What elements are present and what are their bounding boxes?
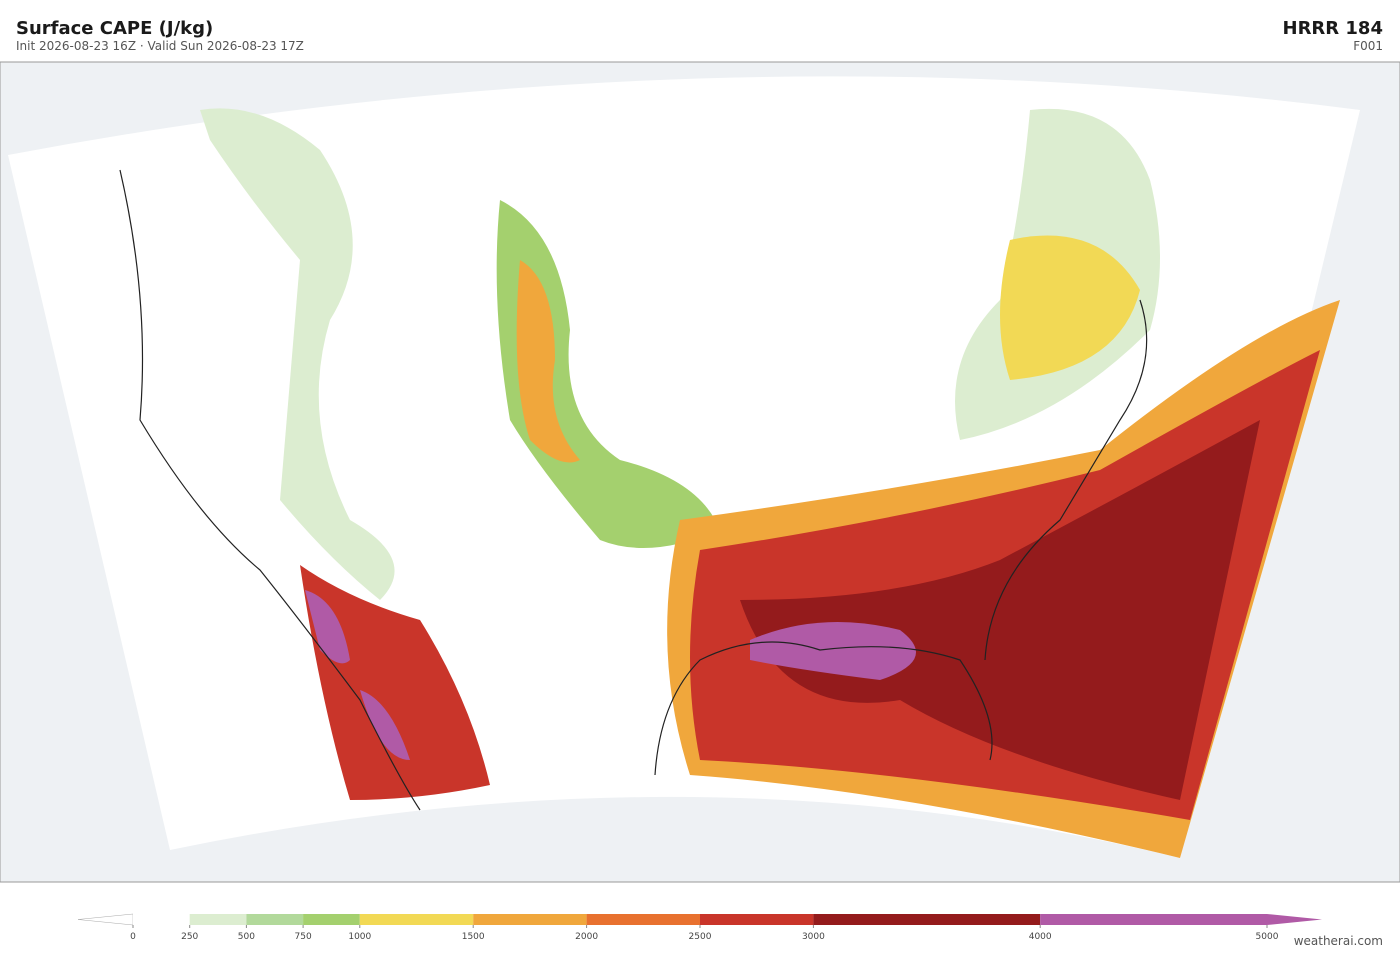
cape-area xyxy=(305,590,410,760)
colorbar: 0 250 500 750 1000 1500 2000 2500 3000 4000 5000 xyxy=(77,913,1322,942)
colorbar-extension xyxy=(1267,914,1322,925)
subtitle: Init 2026-08-23 16Z · Valid Sun 2026-08-… xyxy=(16,39,304,53)
colorbar-swatch xyxy=(189,914,247,925)
coastline xyxy=(119,169,1148,811)
colorbar-tick-label: 500 xyxy=(238,932,255,942)
colorbar-tick-label: 4000 xyxy=(1029,932,1052,942)
colorbar-swatch xyxy=(1040,914,1267,925)
colorbar-swatch xyxy=(133,914,190,925)
colorbar-tick-label: 3000 xyxy=(802,932,825,942)
cape-area xyxy=(496,200,720,548)
colorbar-tick-label: 750 xyxy=(295,932,312,942)
colorbar-swatch xyxy=(246,914,304,925)
cape-area xyxy=(740,420,1260,800)
colorbar-swatch xyxy=(473,914,587,925)
cape-area xyxy=(750,622,916,680)
colorbar-tick-label: 1000 xyxy=(348,932,371,942)
cape-area xyxy=(200,108,395,600)
colorbar-tick-label: 1500 xyxy=(462,932,485,942)
colorbar-extension xyxy=(77,913,134,926)
cape-area xyxy=(516,260,580,463)
title: Surface CAPE (J/kg) xyxy=(16,18,213,39)
colorbar-tick-label: 0 xyxy=(130,932,136,942)
colorbar-swatch xyxy=(586,914,700,925)
colorbar-swatch xyxy=(813,914,1041,925)
model-label: HRRR 184 xyxy=(1283,18,1384,39)
colorbar-swatch xyxy=(303,914,360,925)
colorbar-tick-label: 250 xyxy=(181,932,198,942)
frame-label: F001 xyxy=(1353,39,1383,53)
colorbar-swatch xyxy=(700,914,814,925)
cape-area xyxy=(300,565,490,800)
credit: weatherai.com xyxy=(1294,934,1383,948)
map xyxy=(0,61,1400,883)
colorbar-tick-label: 2000 xyxy=(575,932,598,942)
colorbar-tick-label: 5000 xyxy=(1256,932,1279,942)
colorbar-tick-label: 2500 xyxy=(689,932,712,942)
cape-area xyxy=(1000,235,1140,380)
colorbar-swatch xyxy=(359,914,474,925)
